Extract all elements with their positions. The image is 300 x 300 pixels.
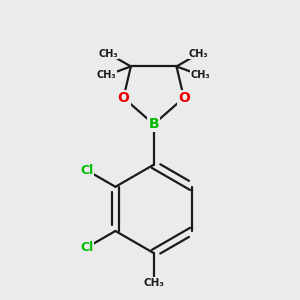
Text: O: O [118,91,129,105]
Text: CH₃: CH₃ [143,278,164,287]
Text: O: O [178,91,190,105]
Text: CH₃: CH₃ [99,49,118,58]
Text: Cl: Cl [80,164,93,177]
Text: CH₃: CH₃ [191,70,211,80]
Text: B: B [148,117,159,131]
Text: CH₃: CH₃ [97,70,116,80]
Text: Cl: Cl [80,241,93,254]
Text: CH₃: CH₃ [189,49,208,58]
